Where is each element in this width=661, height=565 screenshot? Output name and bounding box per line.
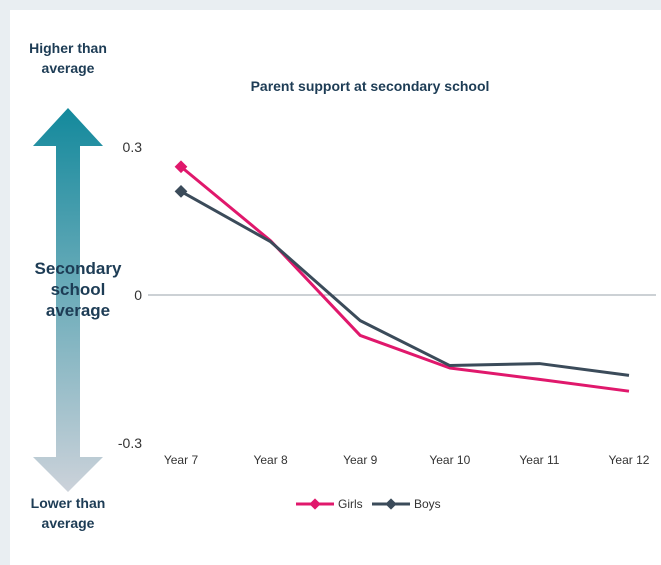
series-line-boys [180, 190, 630, 377]
x-tick-label: Year 11 [519, 453, 559, 467]
y-tick-label: 0.3 [123, 139, 143, 155]
y-tick-label: -0.3 [118, 435, 142, 451]
legend-swatch-marker [385, 498, 397, 510]
double-arrow-icon [33, 108, 103, 492]
y-tick-label: 0 [134, 287, 142, 303]
x-tick-label: Year 12 [609, 453, 650, 467]
series-line-girls [180, 165, 630, 393]
scale-middle-label: Secondary school average [34, 259, 122, 320]
x-tick-label: Year 9 [343, 453, 378, 467]
chart-panel [10, 10, 661, 565]
data-point-marker-boys [174, 185, 188, 198]
scale-top-label: Higher than average [29, 40, 107, 76]
scale-bottom-label: Lower than average [30, 495, 106, 531]
legend-label: Boys [414, 497, 441, 511]
x-tick-label: Year 10 [429, 453, 470, 467]
chart-title: Parent support at secondary school [251, 78, 490, 94]
data-point-marker-girls [174, 160, 188, 174]
legend-item-girls: Girls [296, 497, 363, 511]
x-tick-label: Year 8 [253, 453, 288, 467]
legend-item-boys: Boys [372, 497, 441, 511]
legend-swatch-marker [309, 498, 321, 510]
legend-label: Girls [338, 497, 363, 511]
x-tick-label: Year 7 [164, 453, 199, 467]
